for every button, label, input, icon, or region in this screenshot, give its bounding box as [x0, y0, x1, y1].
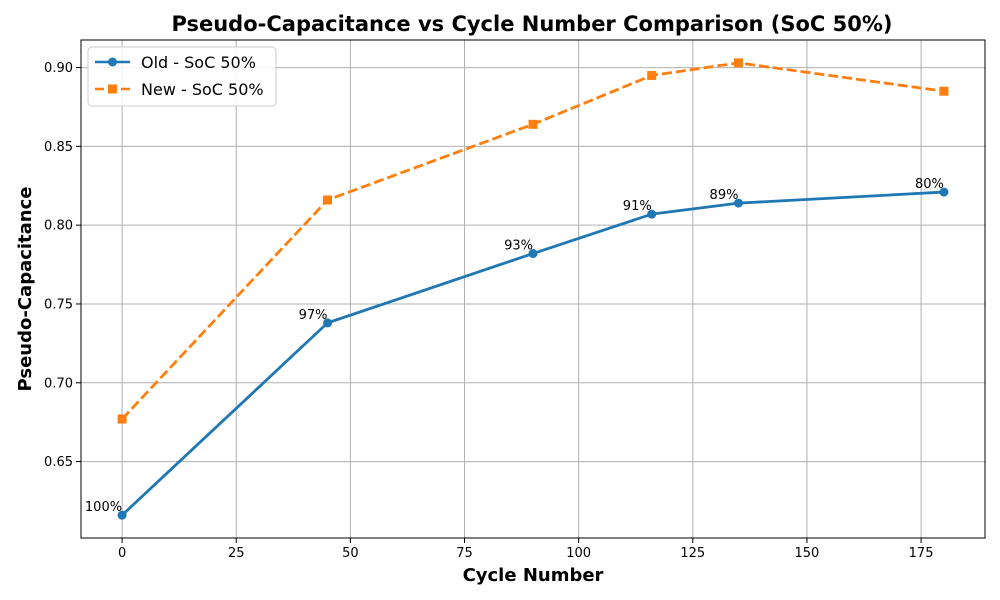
x-tick-label: 25	[228, 546, 245, 561]
legend-marker-new	[108, 84, 117, 94]
data-point-new	[647, 70, 657, 80]
data-label-old: 80%	[915, 177, 944, 192]
series-line-old	[121, 190, 944, 517]
data-point-old	[528, 249, 538, 259]
x-tick-label: 75	[456, 546, 473, 561]
data-label-old: 97%	[299, 308, 328, 323]
ticks: 0 25 50 75 100 125 150 175 0.65 0.70 0.75 0.80 0.85 0…	[44, 61, 933, 561]
data-point-old	[323, 318, 333, 328]
data-point-new	[117, 414, 127, 424]
series-layer	[117, 58, 949, 520]
x-tick-label: 175	[909, 546, 934, 561]
plot-frame	[80, 39, 986, 539]
data-point-old	[939, 187, 949, 197]
y-tick-label: 0.70	[44, 376, 73, 391]
legend-label-old: Old - SoC 50%	[141, 53, 256, 72]
x-tick-label: 100	[566, 546, 591, 561]
y-tick-label: 0.85	[44, 140, 73, 155]
y-tick-label: 0.75	[44, 297, 73, 312]
x-tick-label: 150	[795, 546, 820, 561]
data-label-old: 93%	[504, 239, 533, 254]
series-line-new	[121, 61, 945, 420]
data-point-new	[323, 195, 333, 205]
grid	[81, 40, 985, 538]
data-point-old	[733, 198, 743, 208]
y-axis-title: Pseudo-Capacitance	[15, 186, 36, 391]
x-tick-label: 50	[342, 546, 359, 561]
data-point-old	[647, 209, 657, 219]
data-label-old: 100%	[85, 500, 122, 515]
legend-marker-old	[108, 57, 117, 67]
legend: Old - SoC 50% New - SoC 50%	[87, 46, 277, 107]
y-tick-label: 0.90	[44, 61, 73, 76]
data-point-new	[733, 58, 743, 68]
legend-label-new: New - SoC 50%	[141, 80, 264, 99]
data-label-old: 89%	[710, 188, 739, 203]
x-axis-title: Cycle Number	[463, 565, 604, 586]
chart-title: Pseudo-Capacitance vs Cycle Number Compa…	[171, 12, 892, 36]
x-tick-label: 125	[680, 546, 705, 561]
data-point-new	[528, 119, 538, 129]
data-point-new	[939, 86, 949, 96]
y-tick-label: 0.65	[44, 455, 73, 470]
annotations: 100% 97% 93% 91% 89% 80%	[85, 177, 944, 515]
y-tick-label: 0.80	[44, 219, 73, 234]
data-label-old: 91%	[623, 199, 652, 214]
data-point-old	[117, 510, 127, 520]
x-tick-label: 0	[118, 546, 126, 561]
legend-box	[87, 46, 277, 107]
